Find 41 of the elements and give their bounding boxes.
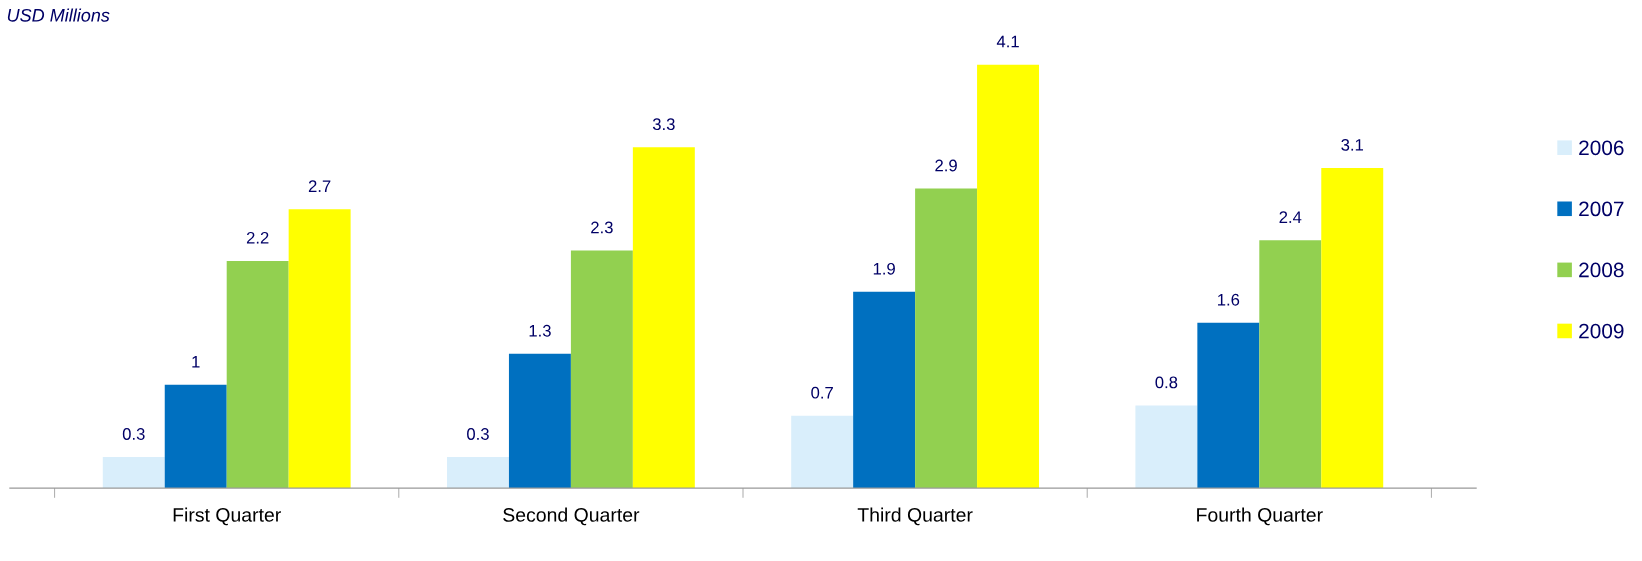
bar: [632, 147, 695, 489]
x-tick-label: Third Quarter: [857, 507, 973, 526]
bar: [570, 250, 633, 489]
data-label: 2.9: [935, 159, 957, 172]
data-label: 2.4: [1279, 211, 1302, 223]
bar: [1321, 167, 1384, 489]
bar: [164, 384, 227, 489]
bar: [288, 209, 351, 489]
x-tick-label: First Quarter: [173, 507, 281, 526]
bar: [977, 64, 1040, 489]
data-label: 3.3: [652, 118, 675, 131]
data-label: 4.1: [996, 35, 1019, 48]
legend-label: 2006: [1579, 140, 1624, 156]
legend-label: 2009: [1579, 323, 1624, 339]
data-label: 0.7: [811, 386, 833, 399]
data-label: 1: [192, 355, 200, 368]
bar: [226, 260, 289, 489]
legend-label: 2007: [1579, 201, 1624, 217]
x-tick-label: Fourth Quarter: [1197, 507, 1323, 526]
data-label: 0.8: [1155, 376, 1178, 389]
legend-label: 2008: [1579, 262, 1624, 278]
data-label: 1.6: [1218, 293, 1240, 306]
bar: [446, 457, 509, 489]
data-label: 0.3: [122, 428, 145, 440]
data-label: 1.3: [529, 324, 551, 337]
data-label: 2.3: [591, 221, 613, 234]
bar: [853, 291, 916, 489]
bar: [1197, 322, 1260, 489]
data-label: 2.2: [246, 231, 269, 244]
data-label: 1.9: [873, 262, 895, 275]
x-tick-label: Second Quarter: [503, 507, 640, 526]
bar: [791, 415, 854, 489]
data-label: 0.3: [467, 428, 489, 440]
bar: [508, 353, 571, 489]
bar: [915, 188, 978, 489]
chart-title: USD Millions: [7, 8, 110, 22]
bar: [102, 457, 165, 489]
data-label: 3.1: [1341, 138, 1364, 151]
bar: [1135, 405, 1198, 489]
bar: [1259, 240, 1322, 489]
data-label: 2.7: [308, 180, 331, 192]
